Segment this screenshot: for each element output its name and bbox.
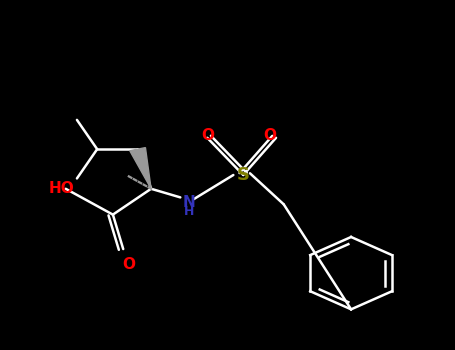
Text: HO: HO	[48, 181, 74, 196]
Text: O: O	[201, 128, 214, 143]
Text: O: O	[122, 257, 135, 272]
Text: O: O	[264, 128, 277, 143]
Text: H: H	[184, 205, 194, 218]
Text: N: N	[183, 195, 196, 210]
Polygon shape	[130, 148, 151, 189]
Text: S: S	[237, 166, 250, 184]
